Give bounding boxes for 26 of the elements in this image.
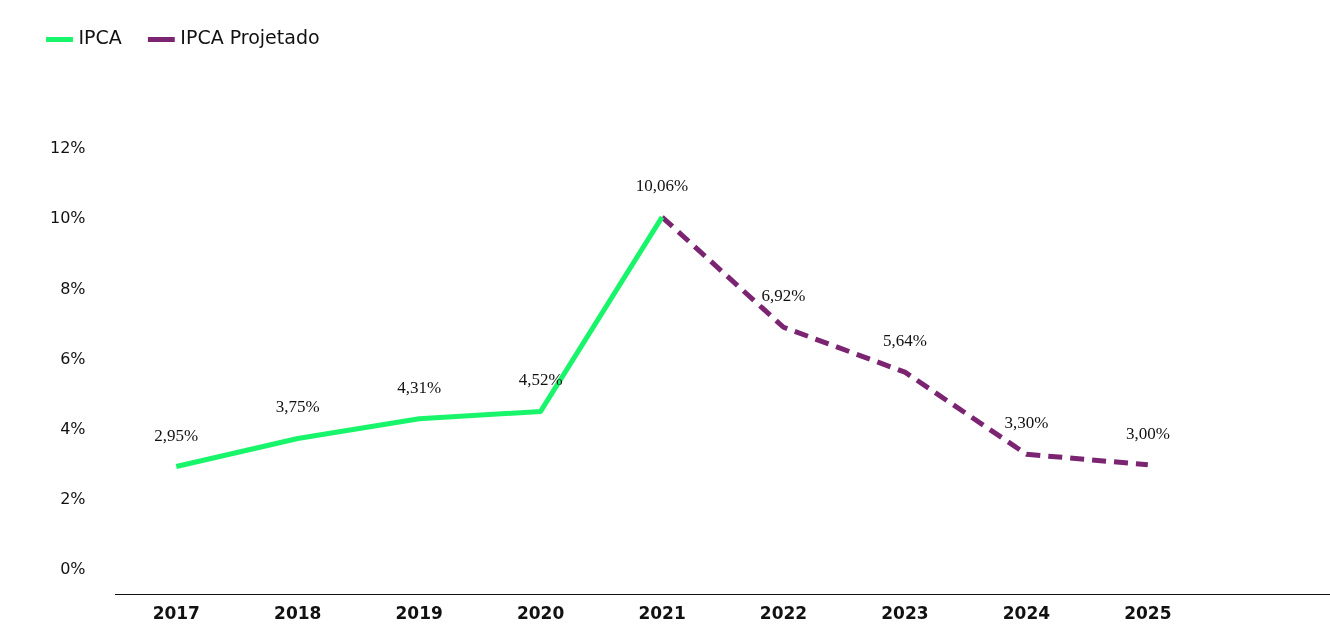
x-tick-label: 2017: [152, 603, 200, 624]
x-tick-label: 2021: [638, 603, 686, 624]
x-tick-label: 2018: [274, 603, 322, 624]
y-tick-label: 8%: [60, 278, 86, 298]
data-label: 3,30%: [1004, 413, 1049, 433]
y-tick-label: 10%: [50, 208, 86, 228]
x-tick-label: 2023: [881, 603, 929, 624]
y-tick-label: 12%: [50, 138, 86, 158]
data-label: 3,75%: [275, 397, 320, 417]
data-label: 4,31%: [397, 377, 442, 397]
legend-label: IPCA Projetado: [180, 26, 320, 49]
legend-label: IPCA: [78, 26, 122, 49]
y-tick-label: 4%: [60, 418, 86, 438]
data-label: 2,95%: [154, 425, 199, 445]
y-tick-label: 6%: [60, 348, 86, 368]
x-tick-label: 2019: [395, 603, 443, 624]
data-label: 5,64%: [882, 331, 927, 351]
x-tick-label: 2020: [516, 603, 565, 624]
data-label: 6,92%: [761, 286, 806, 306]
data-label: 3,00%: [1125, 423, 1170, 443]
y-tick-label: 0%: [60, 559, 86, 579]
x-tick-label: 2024: [1002, 603, 1051, 624]
y-tick-label: 2%: [60, 489, 86, 509]
x-tick-label: 2025: [1124, 603, 1172, 624]
data-label: 10,06%: [635, 176, 689, 196]
x-tick-label: 2022: [759, 603, 808, 624]
